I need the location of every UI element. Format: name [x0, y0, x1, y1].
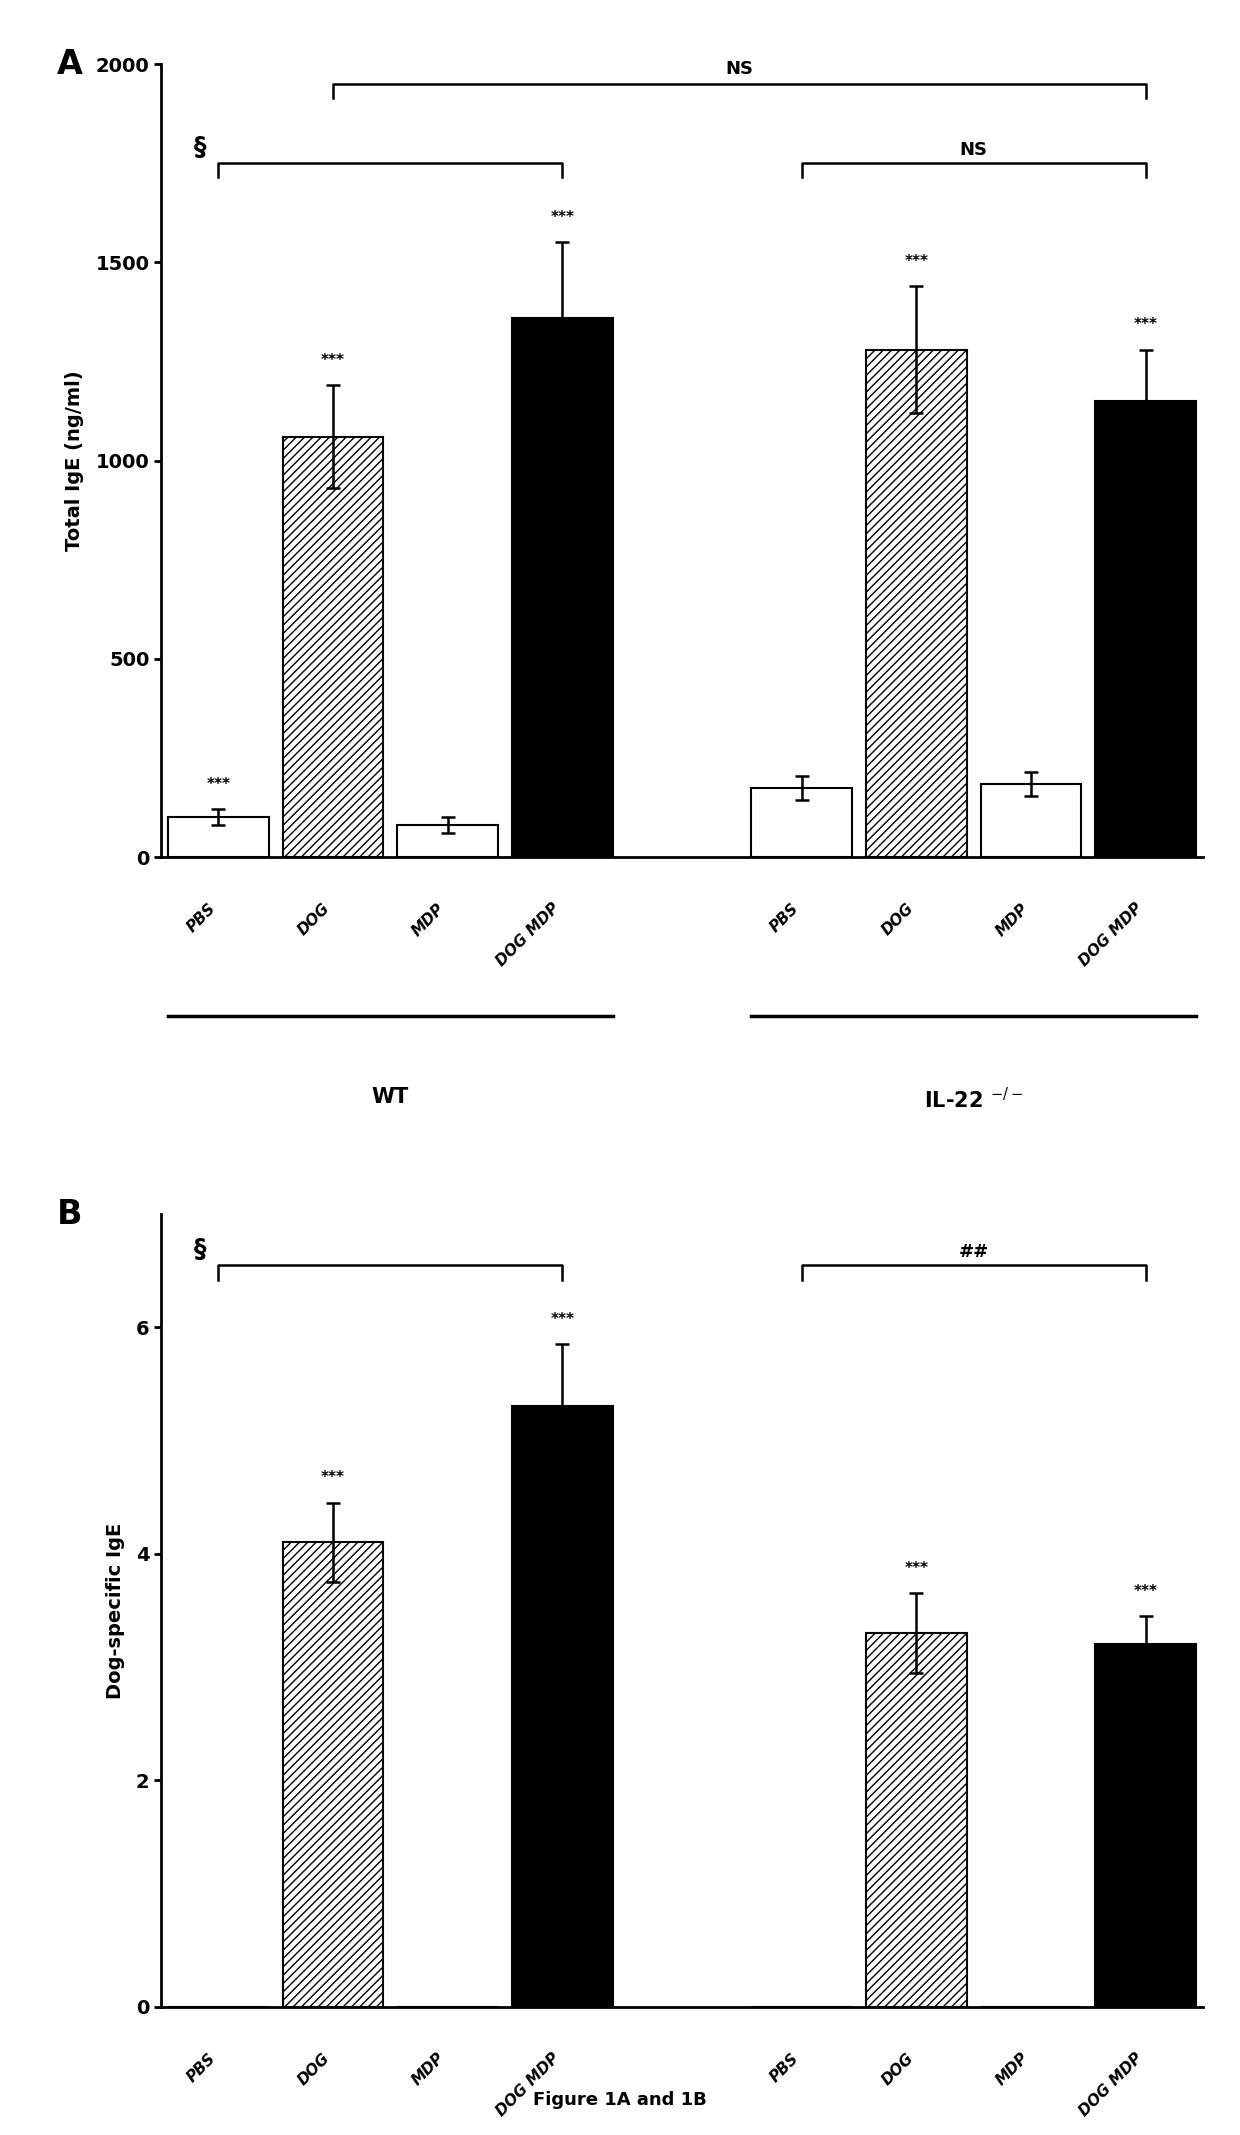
Text: DOG MDP: DOG MDP [1076, 2050, 1146, 2120]
Text: DOG: DOG [295, 2050, 334, 2088]
Bar [397, 826, 498, 856]
Text: ***: *** [207, 777, 231, 792]
Text: IL-22 $^{-/-}$: IL-22 $^{-/-}$ [924, 1087, 1023, 1112]
Bar [169, 818, 269, 856]
Text: ***: *** [551, 1311, 574, 1326]
Bar [283, 1541, 383, 2007]
Text: ***: *** [321, 352, 345, 367]
Text: MDP: MDP [409, 2050, 448, 2088]
Text: DOG: DOG [879, 901, 916, 937]
Text: DOG: DOG [879, 2050, 916, 2088]
Text: DOG: DOG [295, 901, 334, 937]
Text: NS: NS [725, 60, 753, 77]
Text: ***: *** [321, 1471, 345, 1486]
Bar [751, 788, 852, 856]
Text: ***: *** [1133, 318, 1157, 333]
Y-axis label: Total IgE (ng/ml): Total IgE (ng/ml) [66, 369, 84, 551]
Text: A: A [57, 49, 83, 81]
Text: WT: WT [372, 1087, 409, 1108]
Bar [866, 350, 967, 856]
Bar [512, 1407, 613, 2007]
Y-axis label: Dog-specific IgE: Dog-specific IgE [105, 1522, 125, 1699]
Bar [1095, 401, 1195, 856]
Text: PBS: PBS [184, 901, 218, 935]
Text: DOG MDP: DOG MDP [494, 901, 562, 969]
Text: §: § [193, 135, 206, 160]
Text: MDP: MDP [993, 901, 1030, 939]
Text: Figure 1A and 1B: Figure 1A and 1B [533, 2092, 707, 2109]
Bar [866, 1633, 967, 2007]
Text: NS: NS [960, 141, 987, 160]
Text: B: B [57, 1198, 83, 1232]
Text: ***: *** [1133, 1584, 1157, 1599]
Text: ***: *** [904, 1561, 929, 1576]
Text: PBS: PBS [768, 901, 802, 935]
Bar [981, 784, 1081, 856]
Text: ##: ## [959, 1243, 988, 1262]
Text: MDP: MDP [993, 2050, 1030, 2088]
Text: PBS: PBS [768, 2050, 802, 2086]
Text: ***: *** [904, 254, 929, 269]
Bar [1095, 1644, 1195, 2007]
Text: DOG MDP: DOG MDP [1076, 901, 1146, 969]
Text: MDP: MDP [409, 901, 448, 939]
Text: PBS: PBS [184, 2050, 218, 2086]
Text: §: § [193, 1238, 206, 1262]
Bar [512, 318, 613, 856]
Text: DOG MDP: DOG MDP [494, 2050, 562, 2120]
Bar [283, 438, 383, 856]
Text: ***: *** [551, 209, 574, 224]
